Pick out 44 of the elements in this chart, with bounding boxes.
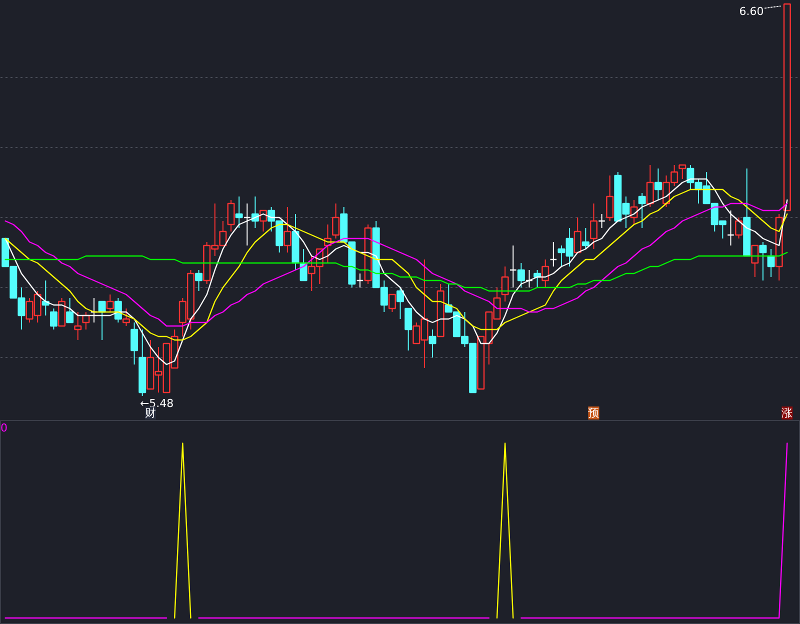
candlestick [396, 287, 404, 320]
candlestick [227, 200, 235, 232]
candlestick [130, 322, 138, 365]
text: 0 [0, 422, 8, 434]
candlestick [509, 245, 517, 288]
candlestick [525, 270, 533, 288]
annotation: 预 [588, 406, 600, 420]
annotation: 涨 [782, 406, 793, 420]
candlestick [74, 312, 82, 340]
candlestick [542, 259, 550, 288]
candlestick [50, 308, 58, 330]
candlestick [751, 244, 759, 278]
candlestick [598, 214, 606, 228]
candlestick [428, 329, 436, 358]
candlestick [638, 192, 646, 228]
candlestick [550, 242, 558, 267]
candlestick [66, 298, 74, 324]
candlestick [235, 196, 243, 228]
candlestick [574, 217, 582, 254]
candlestick [98, 300, 106, 340]
candlestick [388, 294, 396, 312]
candlestick [106, 294, 114, 312]
candlestick [726, 210, 734, 246]
annotation: 6.60 [739, 5, 764, 18]
candlestick [243, 203, 251, 246]
candlestick [767, 248, 775, 278]
candlestick [356, 273, 364, 288]
candlestick [582, 228, 590, 250]
candlestick [517, 262, 525, 288]
candlestick [735, 217, 743, 239]
candlestick [284, 206, 292, 253]
candlestick [195, 270, 203, 292]
candlestick [122, 308, 130, 326]
candlestick [646, 164, 654, 208]
candlestick [404, 308, 412, 351]
candlestick [654, 168, 662, 200]
candlestick [590, 203, 598, 250]
candlestick [678, 164, 686, 180]
candlestick [501, 266, 509, 302]
annotation: 财 [144, 406, 156, 420]
candlestick [759, 242, 767, 281]
candlestick [114, 298, 122, 323]
candlestick [606, 175, 614, 222]
candlestick [332, 203, 340, 239]
